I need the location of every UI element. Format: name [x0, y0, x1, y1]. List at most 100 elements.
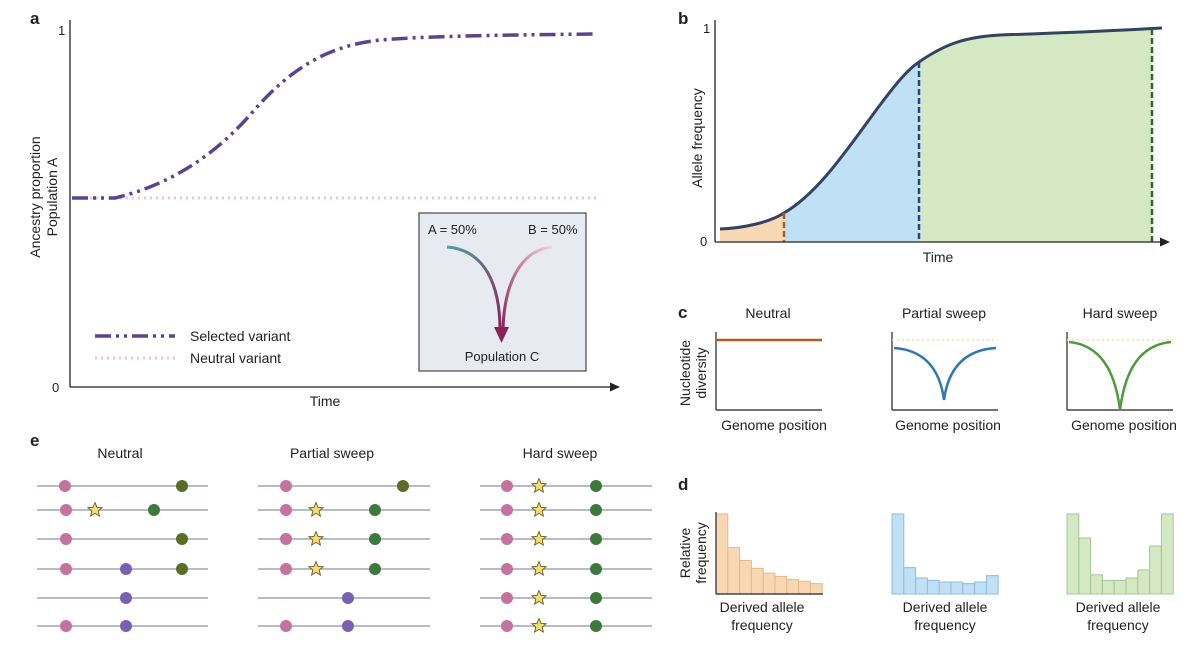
partial-sfs-bar [962, 583, 976, 595]
panel-c-hard: Hard sweep Genome position [1066, 305, 1177, 433]
panel-b-y-tick-top: 1 [703, 21, 710, 36]
inset-a-label: A = 50% [428, 222, 477, 237]
hard-sfs-bar [1125, 577, 1139, 595]
panel-c-neutral: Neutral Genome position [715, 305, 827, 433]
olive-variant-dot [397, 480, 409, 492]
hard-sfs-bar [1090, 574, 1103, 595]
panel-d-hard: Derived allele frequency [1066, 513, 1174, 633]
inset-result-label: Population C [465, 349, 539, 364]
inset-box [418, 212, 587, 372]
purple-variant-dot [120, 592, 132, 604]
inset-arrowhead [494, 327, 509, 343]
derived-mutation-star [307, 560, 325, 577]
d-hard-x-label-1: Derived allele [1076, 599, 1161, 615]
panel-a-y-tick-top: 1 [58, 23, 65, 38]
purple-variant-dot [342, 620, 354, 632]
panel-a-y-label-1: Ancestry proportion [27, 136, 43, 257]
haplotype-group-3 [480, 477, 652, 634]
hard-sfs-bar [1137, 569, 1151, 595]
olive-variant-dot [176, 480, 188, 492]
partial-sfs-bar [950, 581, 964, 595]
pink-variant-dot [280, 504, 292, 516]
pink-variant-dot [60, 620, 72, 632]
pink-variant-dot [60, 563, 72, 575]
green-variant-dot [369, 563, 381, 575]
green-variant-dot [148, 504, 160, 516]
d-neutral-x-label-1: Derived allele [720, 599, 805, 615]
panel-d-y-label-1: Relative [677, 528, 693, 579]
derived-mutation-star [530, 501, 548, 518]
panel-c-label: c [678, 303, 687, 322]
purple-variant-dot [120, 620, 132, 632]
pink-variant-dot [280, 533, 292, 545]
legend-neutral-label: Neutral variant [190, 350, 281, 366]
pink-variant-dot [60, 533, 72, 545]
derived-mutation-star [530, 589, 548, 606]
panel-c-partial-x-label: Genome position [895, 417, 1001, 433]
green-variant-dot [369, 533, 381, 545]
pink-variant-dot [59, 480, 71, 492]
neutral-sfs-bar [786, 579, 800, 595]
d-partial-x-label-1: Derived allele [903, 599, 988, 615]
pink-variant-dot [280, 480, 292, 492]
hard-sfs-bar [1101, 579, 1115, 595]
hard-sfs-bar [1066, 513, 1080, 595]
inset-b-label: B = 50% [528, 222, 578, 237]
panel-c-hard-x-label: Genome position [1071, 417, 1177, 433]
panel-c-neutral-x-label: Genome position [721, 417, 827, 433]
derived-mutation-star [307, 501, 325, 518]
panel-b-y-tick-bottom: 0 [700, 234, 707, 249]
panel-b-label: b [678, 9, 688, 28]
panel-e-label: e [30, 431, 39, 450]
panel-b: b 1 0 Allele frequency Time [678, 9, 1170, 265]
panel-a-x-label: Time [310, 393, 341, 409]
admixture-inset: A = 50% B = 50% Population C [418, 212, 587, 372]
haplotype-group-1 [37, 480, 208, 632]
neutral-sfs-bar [774, 575, 788, 595]
pink-variant-dot [501, 563, 513, 575]
phase-1-area [720, 213, 784, 242]
partial-sfs-bar [938, 581, 952, 595]
pink-variant-dot [501, 480, 513, 492]
panel-e-partial-title: Partial sweep [290, 445, 374, 461]
partial-sfs-bar [903, 567, 917, 595]
panel-a-label: a [30, 9, 40, 28]
green-variant-dot [369, 504, 381, 516]
panel-c-partial: Partial sweep Genome position [891, 305, 1001, 433]
neutral-sfs-bar [762, 572, 776, 595]
panel-d: d Relative frequency Derived allele freq… [677, 475, 1174, 633]
olive-variant-dot [176, 533, 188, 545]
green-variant-dot [590, 504, 602, 516]
neutral-sfs-bar [715, 513, 729, 595]
panel-b-x-arrowhead [1160, 237, 1170, 247]
panel-d-y-label-2: frequency [693, 522, 709, 583]
derived-mutation-star [530, 530, 548, 547]
panel-a-y-tick-bottom: 0 [52, 380, 59, 395]
olive-variant-dot [176, 563, 188, 575]
derived-mutation-star [530, 560, 548, 577]
pink-variant-dot [60, 504, 72, 516]
panel-e: e Neutral Partial sweep Hard sweep [30, 431, 652, 634]
haplotype-groups [37, 477, 652, 634]
partial-sfs-bar [926, 579, 940, 595]
pink-variant-dot [280, 620, 292, 632]
derived-mutation-star [530, 617, 548, 634]
neutral-sfs-bar [809, 583, 823, 595]
inset-arrow-from-a [446, 245, 502, 331]
partial-diversity-curve [893, 346, 997, 401]
neutral-sfs-bars [715, 513, 823, 595]
partial-sfs-bar [985, 575, 999, 595]
panel-d-partial: Derived allele frequency [891, 513, 999, 633]
panel-d-label: d [678, 475, 688, 494]
panel-c-y-label-2: diversity [693, 347, 709, 398]
panel-e-neutral-title: Neutral [97, 445, 142, 461]
neutral-sfs-bar [739, 559, 752, 595]
panel-a: a 1 0 Ancestry proportion Population A T… [27, 9, 620, 409]
hard-sfs-bar [1160, 513, 1174, 595]
neutral-sfs-bar [727, 547, 741, 595]
panel-d-neutral: Derived allele frequency [715, 512, 823, 633]
hard-sfs-bar [1113, 579, 1127, 595]
purple-variant-dot [120, 563, 132, 575]
d-partial-x-label-2: frequency [914, 617, 975, 633]
